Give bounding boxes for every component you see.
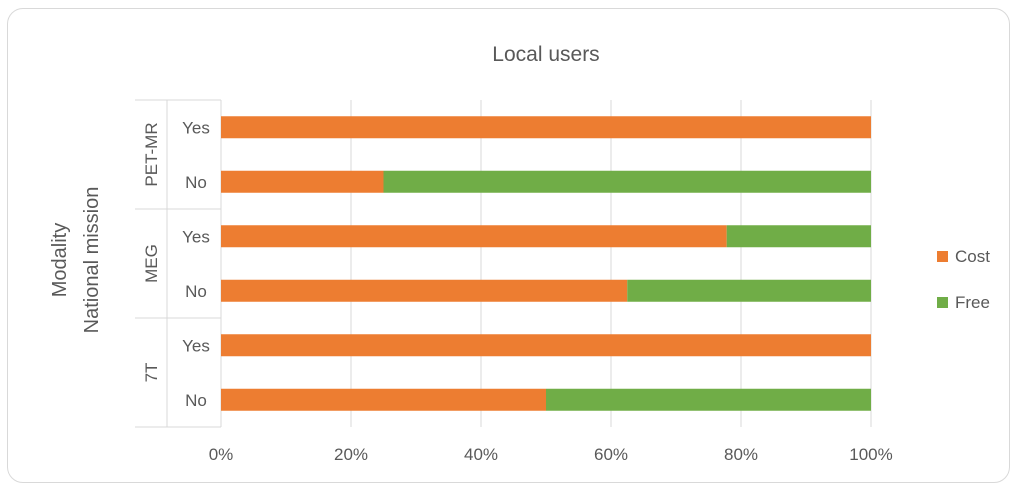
legend-swatch-cost — [937, 251, 948, 262]
x-tick-label: 40% — [464, 445, 498, 464]
gridlines — [135, 99, 872, 428]
chart-title: Local users — [492, 43, 599, 66]
bar-cost — [221, 279, 628, 302]
x-tick-label: 0% — [209, 445, 234, 464]
legend-label-free: Free — [955, 293, 990, 312]
y-axis-title-modality: Modality — [49, 223, 71, 297]
bar-free — [726, 225, 871, 248]
x-tick-label: 60% — [594, 445, 628, 464]
category-label: Yes — [182, 118, 210, 137]
bar-cost — [221, 388, 546, 411]
category-label: No — [185, 282, 207, 301]
group-label: 7T — [142, 363, 161, 383]
x-tick-label: 20% — [334, 445, 368, 464]
category-label: Yes — [182, 227, 210, 246]
x-tick-label: 80% — [724, 445, 758, 464]
legend-label-cost: Cost — [955, 247, 990, 266]
x-tick-labels: 0% 20% 40% 60% 80% 100% — [209, 445, 893, 464]
category-label: No — [185, 391, 207, 410]
group-label: PET-MR — [142, 122, 161, 186]
bar-free — [383, 170, 871, 193]
bar-free — [627, 279, 871, 302]
legend-swatch-free — [937, 297, 948, 308]
bars — [221, 116, 871, 411]
bar-cost — [221, 225, 727, 248]
y-axis-title-national-mission: National mission — [81, 187, 103, 334]
group-label: MEG — [142, 244, 161, 283]
category-label: Yes — [182, 336, 210, 355]
x-tick-label: 100% — [849, 445, 892, 464]
category-labels: PET-MR Yes No MEG Yes No 7T Yes No — [142, 118, 210, 410]
category-label: No — [185, 173, 207, 192]
bar-cost — [221, 334, 871, 357]
bar-cost — [221, 170, 384, 193]
bar-free — [546, 388, 871, 411]
bar-cost — [221, 116, 871, 139]
legend: Cost Free — [937, 247, 990, 312]
